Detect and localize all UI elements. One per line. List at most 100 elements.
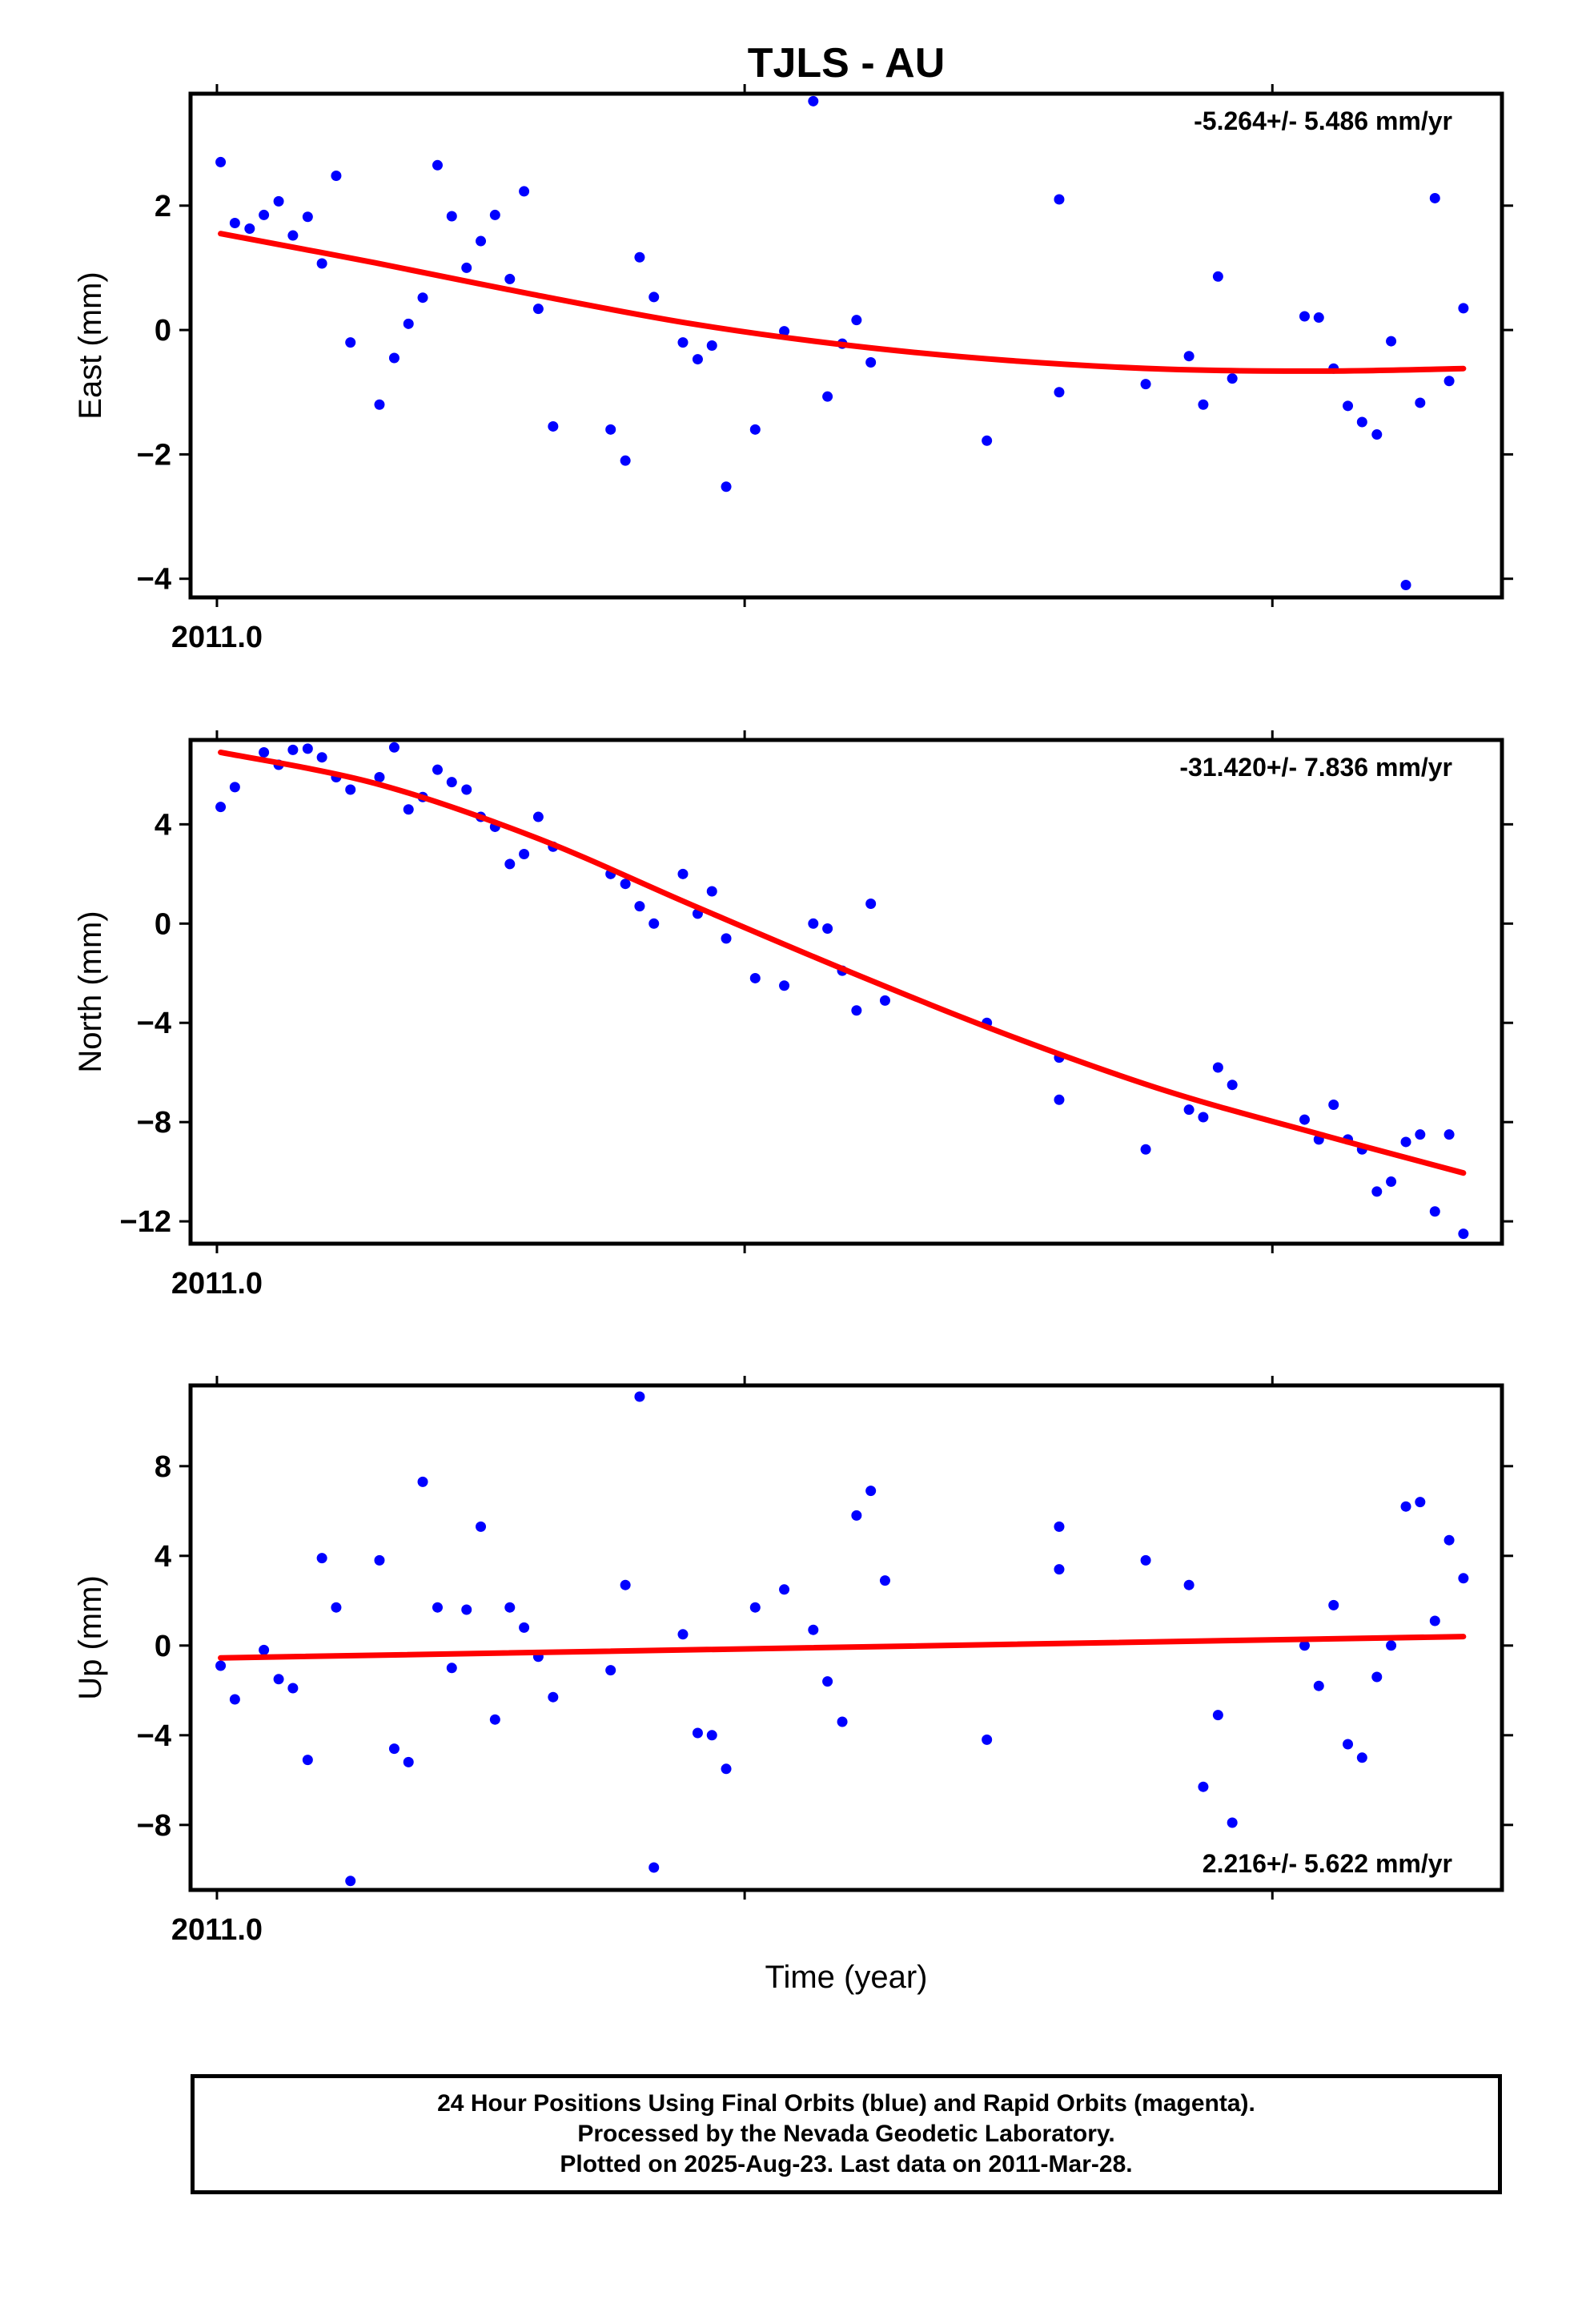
north-data-point	[1415, 1129, 1426, 1140]
east-plot-frame	[188, 91, 1504, 600]
north-ytick-label: −12	[120, 1205, 171, 1239]
up-data-point	[331, 1602, 342, 1613]
east-data-point	[345, 337, 356, 348]
up-data-point	[273, 1674, 284, 1685]
east-data-point	[302, 211, 313, 223]
east-ytick-label: 2	[155, 190, 171, 223]
up-data-point	[808, 1624, 819, 1635]
north-data-point	[432, 764, 443, 775]
east-data-point	[865, 356, 877, 368]
north-data-point	[1400, 1136, 1411, 1148]
up-points	[215, 1391, 1469, 1887]
up-data-point	[476, 1521, 487, 1532]
east-data-point	[1140, 379, 1151, 390]
north-data-point	[879, 995, 890, 1006]
north-points	[215, 742, 1469, 1240]
east-data-point	[1299, 311, 1310, 322]
up-data-point	[417, 1476, 428, 1487]
up-data-point	[634, 1391, 645, 1402]
up-ytick-label: −8	[137, 1809, 171, 1843]
up-data-point	[779, 1584, 790, 1595]
up-data-point	[259, 1644, 270, 1655]
east-data-point	[215, 156, 227, 167]
up-data-point	[1386, 1640, 1397, 1651]
north-data-point	[345, 784, 356, 795]
north-data-point	[822, 923, 833, 934]
east-data-point	[489, 209, 500, 220]
north-data-point	[1371, 1186, 1383, 1197]
north-panel: 2011.0−12 −8 −4 0 4 North (mm) -31.420+/- 7.83…	[73, 730, 1513, 1301]
north-data-point	[779, 980, 790, 991]
north-data-point	[461, 784, 472, 795]
east-data-point	[749, 424, 761, 435]
north-data-point	[1299, 1114, 1310, 1125]
north-data-point	[634, 901, 645, 912]
north-data-point	[403, 804, 414, 815]
up-data-point	[388, 1743, 400, 1755]
up-data-point	[851, 1510, 862, 1521]
up-data-point	[1371, 1671, 1383, 1683]
up-data-point	[548, 1691, 559, 1703]
east-data-point	[229, 218, 240, 229]
east-data-point	[677, 337, 689, 348]
up-data-point	[1140, 1554, 1151, 1566]
up-data-point	[749, 1602, 761, 1613]
east-data-point	[1212, 271, 1223, 282]
east-data-point	[316, 258, 327, 269]
north-data-point	[1458, 1228, 1469, 1240]
up-data-point	[721, 1763, 732, 1775]
north-data-point	[1386, 1176, 1397, 1188]
up-data-point	[1198, 1781, 1209, 1792]
east-data-point	[1415, 397, 1426, 408]
east-data-point	[1343, 400, 1354, 412]
east-data-point	[1400, 579, 1411, 590]
east-data-point	[605, 424, 616, 435]
up-data-point	[1429, 1615, 1440, 1626]
up-data-point	[605, 1665, 616, 1676]
north-data-point	[808, 918, 819, 929]
north-data-point	[1227, 1080, 1238, 1091]
up-data-point	[229, 1694, 240, 1705]
up-data-point	[215, 1660, 227, 1671]
up-xtick-label: 2011.0	[171, 1913, 263, 1947]
note-line-3: Plotted on 2025-Aug-23. Last data on 201…	[560, 2151, 1133, 2177]
processing-note-box: 24 Hour Positions Using Final Orbits (bl…	[191, 2074, 1502, 2194]
up-data-point	[316, 1553, 327, 1564]
up-data-point	[403, 1756, 414, 1767]
east-axis-label: East (mm)	[73, 271, 108, 419]
north-data-point	[1140, 1144, 1151, 1155]
up-data-point	[302, 1755, 313, 1766]
east-data-point	[476, 235, 487, 247]
up-data-point	[692, 1727, 703, 1739]
east-data-point	[808, 95, 819, 107]
east-data-point	[388, 352, 400, 364]
east-data-point	[461, 262, 472, 273]
north-ytick-label: −4	[137, 1007, 171, 1040]
north-fit-line	[218, 749, 1467, 1176]
up-data-point	[1212, 1710, 1223, 1721]
up-data-point	[519, 1622, 530, 1633]
up-data-point	[1458, 1573, 1469, 1584]
up-data-point	[461, 1604, 472, 1615]
north-data-point	[620, 879, 631, 890]
up-data-point	[374, 1554, 385, 1566]
east-data-point	[1356, 416, 1367, 428]
up-data-point	[1227, 1817, 1238, 1828]
up-data-point	[982, 1734, 993, 1745]
up-data-point	[1343, 1739, 1354, 1750]
up-data-point	[648, 1862, 660, 1873]
north-data-point	[1198, 1112, 1209, 1123]
up-ytick-label: 4	[155, 1540, 171, 1574]
up-data-point	[1054, 1521, 1065, 1532]
up-data-point	[1328, 1599, 1339, 1610]
north-data-point	[519, 849, 530, 860]
north-data-point	[648, 918, 660, 929]
north-data-point	[504, 858, 516, 870]
east-ytick-label: −4	[137, 563, 171, 597]
east-data-point	[446, 211, 457, 222]
north-data-point	[532, 811, 544, 822]
north-data-point	[388, 742, 400, 753]
east-data-point	[1429, 192, 1440, 203]
up-data-point	[1054, 1564, 1065, 1575]
